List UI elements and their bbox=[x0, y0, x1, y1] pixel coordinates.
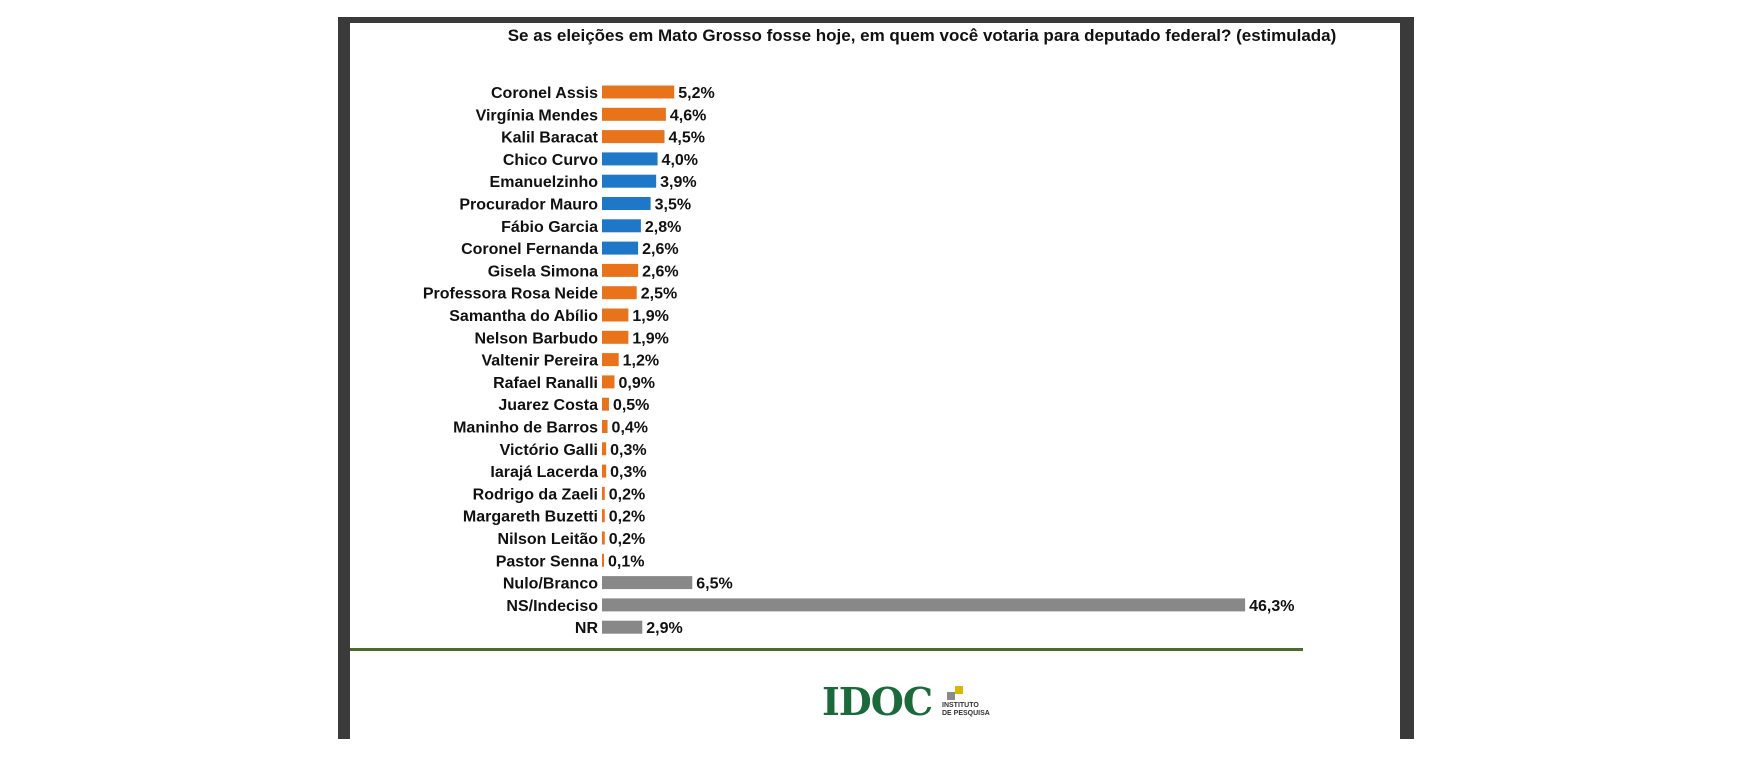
data-label: 3,5% bbox=[655, 197, 691, 214]
data-label: 2,8% bbox=[645, 219, 681, 236]
bar bbox=[602, 130, 665, 144]
category-label: Juarez Costa bbox=[498, 397, 598, 414]
category-label: Rodrigo da Zaeli bbox=[473, 486, 598, 503]
category-label: Nulo/Branco bbox=[503, 576, 598, 593]
bar bbox=[602, 241, 639, 255]
bar bbox=[602, 598, 1246, 612]
bar bbox=[602, 174, 657, 188]
category-label: Maninho de Barros bbox=[453, 420, 598, 437]
category-label: Rafael Ranalli bbox=[493, 375, 598, 392]
bar bbox=[602, 420, 608, 433]
category-label: Coronel Fernanda bbox=[461, 241, 598, 258]
bar bbox=[602, 553, 604, 567]
bar bbox=[602, 531, 605, 545]
category-label: Coronel Assis bbox=[491, 85, 598, 102]
bar bbox=[602, 286, 637, 300]
bar bbox=[602, 152, 658, 166]
bar bbox=[602, 397, 609, 411]
category-label: NS/Indeciso bbox=[506, 598, 598, 615]
data-label: 5,2% bbox=[678, 85, 714, 102]
data-label: 0,3% bbox=[610, 442, 646, 459]
data-label: 0,3% bbox=[610, 464, 646, 481]
chart-panel bbox=[350, 23, 1400, 739]
category-label: Kalil Baracat bbox=[501, 130, 599, 147]
data-label: 0,4% bbox=[612, 420, 648, 437]
category-label: Chico Curvo bbox=[503, 152, 598, 169]
logo-subtitle-line2: DE PESQUISA bbox=[942, 710, 990, 717]
logo-subtitle-line1: INSTITUTO bbox=[942, 702, 979, 709]
category-label: Procurador Mauro bbox=[459, 197, 598, 214]
category-label: Nilson Leitão bbox=[498, 531, 599, 548]
data-label: 0,2% bbox=[609, 486, 645, 503]
data-label: 4,0% bbox=[662, 152, 698, 169]
data-label: 0,2% bbox=[609, 509, 645, 526]
bar bbox=[602, 486, 605, 500]
logo-wordmark: IDOC bbox=[822, 679, 933, 724]
category-label: Fábio Garcia bbox=[501, 219, 598, 236]
bar bbox=[602, 197, 651, 210]
logo-mark-icon bbox=[947, 686, 969, 700]
category-label: Margareth Buzetti bbox=[463, 509, 598, 526]
data-label: 46,3% bbox=[1249, 598, 1294, 615]
category-label: Emanuelzinho bbox=[490, 174, 599, 191]
data-label: 4,6% bbox=[670, 107, 706, 124]
data-label: 0,2% bbox=[609, 531, 645, 548]
bar bbox=[602, 308, 629, 322]
bar bbox=[602, 353, 619, 367]
bar bbox=[602, 263, 639, 277]
data-label: 0,1% bbox=[608, 553, 644, 570]
data-label: 2,6% bbox=[642, 241, 678, 258]
logo-subtitle: INSTITUTO DE PESQUISA bbox=[942, 702, 1002, 718]
bar bbox=[602, 442, 607, 456]
category-label: NR bbox=[575, 620, 599, 637]
category-label: Pastor Senna bbox=[496, 553, 598, 570]
data-label: 0,9% bbox=[619, 375, 655, 392]
chart-title: Se as eleições em Mato Grosso fosse hoje… bbox=[507, 26, 1337, 45]
divider-line bbox=[350, 648, 1303, 651]
data-label: 2,5% bbox=[641, 286, 677, 303]
bar bbox=[602, 509, 605, 523]
bar bbox=[602, 107, 666, 121]
data-label: 0,5% bbox=[613, 397, 649, 414]
bar bbox=[602, 85, 675, 99]
bar bbox=[602, 620, 643, 634]
data-label: 2,9% bbox=[646, 620, 682, 637]
bar bbox=[602, 219, 641, 233]
data-label: 1,9% bbox=[632, 330, 668, 347]
data-label: 3,9% bbox=[660, 174, 696, 191]
data-label: 4,5% bbox=[669, 130, 705, 147]
data-label: 1,9% bbox=[632, 308, 668, 325]
bar bbox=[602, 576, 693, 590]
bar bbox=[602, 375, 615, 389]
category-label: Victório Galli bbox=[500, 442, 598, 459]
category-label: Virgínia Mendes bbox=[476, 107, 599, 124]
category-label: Professora Rosa Neide bbox=[423, 286, 598, 303]
bar bbox=[602, 330, 629, 344]
category-label: Nelson Barbudo bbox=[474, 330, 598, 347]
bar bbox=[602, 464, 607, 478]
data-label: 1,2% bbox=[623, 353, 659, 370]
data-label: 6,5% bbox=[696, 576, 732, 593]
data-label: 2,6% bbox=[642, 263, 678, 280]
category-label: Iarajá Lacerda bbox=[490, 464, 598, 481]
category-label: Samantha do Abílio bbox=[449, 308, 598, 325]
category-label: Valtenir Pereira bbox=[481, 353, 598, 370]
category-label: Gisela Simona bbox=[488, 263, 598, 280]
